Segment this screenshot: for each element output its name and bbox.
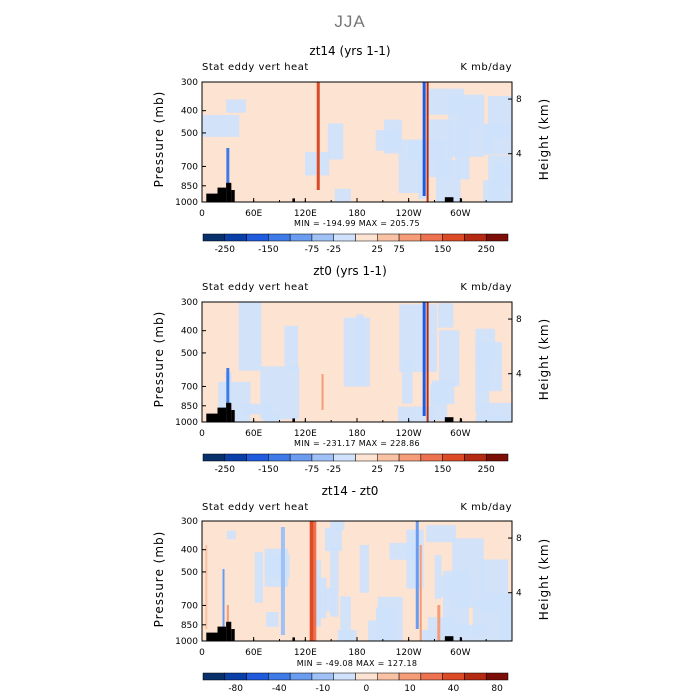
y2-axis-label: Height (km) [537,317,551,401]
minmax-label: MIN = -231.17 MAX = 228.86 [294,439,420,448]
minmax-label: MIN = -49.08 MAX = 127.18 [296,659,418,668]
units-label: K mb/day [460,282,512,293]
variable-label: Stat eddy vert heat [202,62,309,73]
y-axis-label: Pressure (mb) [152,310,166,408]
colorbar-swatch [289,672,313,681]
panel-title: zt0 (yrs 1-1) [313,264,387,278]
colorbar-swatch [311,672,334,681]
panel-title: zt14 (yrs 1-1) [309,44,391,58]
colorbar-swatch [333,672,356,681]
colorbar-swatch [268,672,291,681]
colorbar-swatch [398,672,422,681]
units-label: K mb/day [460,62,512,73]
colorbar-label: -40 [272,684,287,694]
colorbar-swatch [464,672,487,681]
variable-label: Stat eddy vert heat [202,502,309,513]
colorbar-label: -80 [228,684,243,694]
colorbar-label: -10 [315,684,330,694]
panel-zt14: zt14 (yrs 1-1) Stat eddy vert heat K mb/… [0,0,700,228]
colorbar-swatch [355,672,378,681]
minmax-label: MIN = -194.99 MAX = 205.75 [294,219,420,228]
page-title: JJA [334,12,366,31]
colorbar-swatch [246,672,269,681]
y2-axis-label: Height (km) [537,97,551,181]
colorbar-swatch [377,672,400,681]
colorbar-label: 0 [364,684,370,694]
y-axis-label: Pressure (mb) [152,90,166,188]
colorbar-label: 40 [448,684,460,694]
units-label: K mb/day [460,502,512,513]
panel-zt0: zt0 (yrs 1-1) Stat eddy vert heat K mb/d… [0,220,700,448]
panel-title: zt14 - zt0 [321,484,379,498]
colorbar-swatch [202,672,226,681]
colorbar-swatch [224,672,247,681]
y2-axis-label: Height (km) [537,537,551,621]
y-axis-label: Pressure (mb) [152,530,166,628]
colorbar-swatch [485,672,509,681]
colorbar-swatch [442,672,465,681]
variable-label: Stat eddy vert heat [202,282,309,293]
panel-difference: zt14 - zt0 Stat eddy vert heat K mb/day … [0,440,700,668]
colorbar: -80 -40 -10 0 10 40 80 [202,672,509,694]
colorbar-swatch [420,672,443,681]
colorbar-label: 10 [404,684,416,694]
colorbar-label: 80 [491,684,503,694]
